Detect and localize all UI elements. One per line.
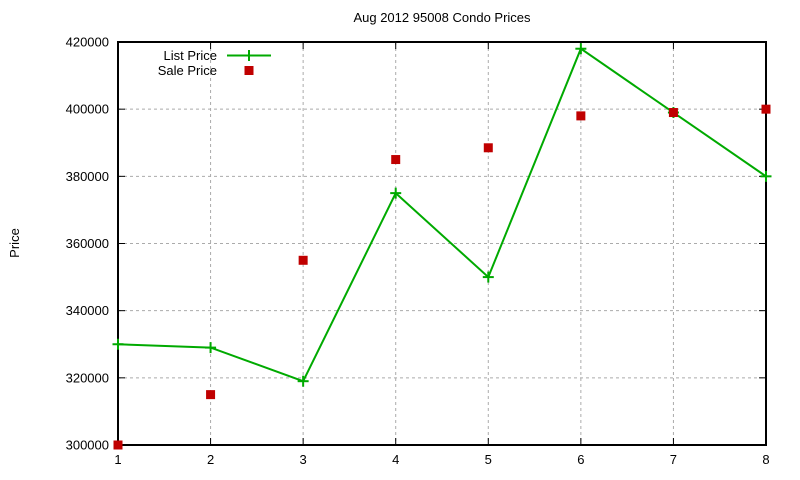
x-tick-label: 3 — [300, 452, 307, 467]
x-tick-label: 8 — [762, 452, 769, 467]
x-tick-label: 4 — [392, 452, 399, 467]
x-tick-label: 2 — [207, 452, 214, 467]
square-marker — [668, 108, 678, 118]
x-tick-label: 6 — [577, 452, 584, 467]
x-tick-label: 1 — [114, 452, 121, 467]
legend-label-list-price: List Price — [163, 48, 217, 63]
square-marker-sample — [244, 66, 254, 75]
square-marker — [113, 440, 123, 450]
list-price-line — [117, 47, 767, 383]
y-tick-label: 400000 — [66, 102, 109, 117]
legend-label-sale-price: Sale Price — [157, 63, 217, 78]
square-marker — [298, 255, 308, 265]
square-marker — [483, 143, 493, 153]
square-marker — [206, 390, 216, 400]
y-tick-label: 360000 — [66, 236, 109, 251]
y-tick-label: 380000 — [66, 169, 109, 184]
square-marker — [576, 111, 586, 121]
y-tick-label: 340000 — [66, 303, 109, 318]
x-tick-label: 7 — [670, 452, 677, 467]
y-tick-label: 420000 — [66, 35, 109, 50]
square-marker — [761, 104, 771, 114]
square-marker — [391, 155, 401, 165]
legend-item-list-price: List Price — [120, 48, 273, 63]
line-plus-marker-sample — [227, 50, 271, 61]
chart-title: Aug 2012 95008 Condo Prices — [353, 10, 531, 25]
legend: List Price Sale Price — [120, 48, 273, 78]
y-tick-label: 320000 — [66, 370, 109, 385]
legend-item-sale-price: Sale Price — [120, 63, 273, 78]
x-tick-label: 5 — [485, 452, 492, 467]
y-tick-label: 300000 — [66, 438, 109, 453]
